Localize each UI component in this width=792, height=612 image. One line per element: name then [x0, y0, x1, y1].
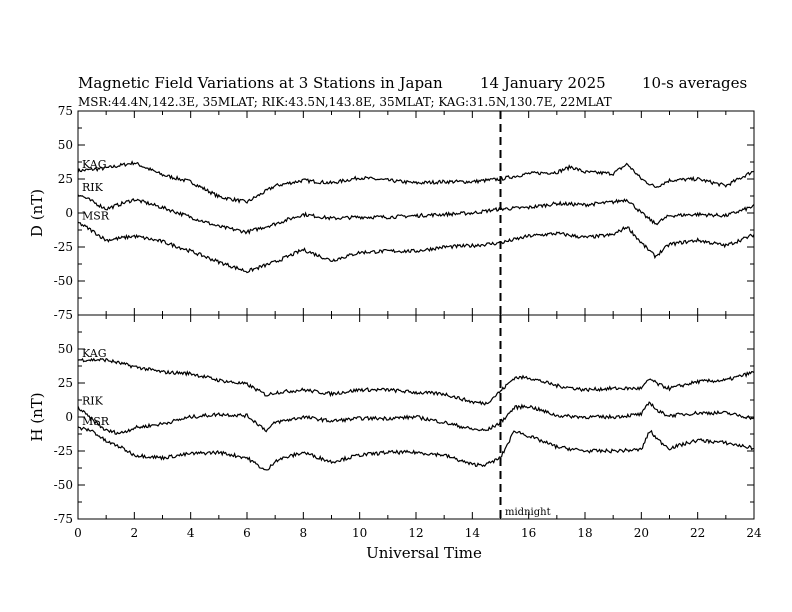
- panel-frame: [77, 110, 755, 316]
- x-tick-label: 22: [690, 526, 705, 540]
- chart-averaging-note: 10-s averages: [642, 74, 747, 92]
- station-list: MSR:44.4N,142.3E, 35MLAT; RIK:43.5N,143.…: [78, 95, 612, 109]
- series-label-kag: KAG: [82, 158, 107, 171]
- y-tick-label: -75: [54, 512, 73, 526]
- y-axis-label: D (nT): [28, 189, 46, 237]
- x-tick-label: 14: [465, 526, 481, 540]
- series-label-msr: MSR: [82, 415, 110, 428]
- x-tick-label: 6: [243, 526, 251, 540]
- x-tick-label: 16: [521, 526, 536, 540]
- series-line-rik: [77, 194, 755, 235]
- x-tick-label: 8: [300, 526, 308, 540]
- y-tick-label: 50: [58, 342, 73, 356]
- y-tick-label: -25: [54, 240, 73, 254]
- y-tick-label: 0: [65, 206, 73, 220]
- panel-declination: 75 50 25 0 -25 -50 -75 D (nT) KAG RIK MSR: [28, 104, 755, 322]
- x-tick-label: 4: [187, 526, 195, 540]
- y-tick-label: 75: [58, 104, 73, 118]
- y-tick-label: -25: [54, 444, 73, 458]
- y-tick-label: 0: [65, 410, 73, 424]
- chart-date: 14 January 2025: [480, 74, 606, 92]
- y-tick-label: 25: [58, 172, 73, 186]
- x-axis-label: Universal Time: [366, 544, 482, 562]
- chart-title: Magnetic Field Variations at 3 Stations …: [78, 74, 443, 92]
- y-tick-label: -75: [54, 308, 73, 322]
- x-tick-label: 12: [408, 526, 423, 540]
- x-tick-label: 20: [634, 526, 649, 540]
- y-tick-label: 25: [58, 376, 73, 390]
- series-line-msr: [77, 426, 754, 471]
- x-tick-label: 0: [74, 526, 82, 540]
- series-label-rik: RIK: [82, 394, 104, 407]
- series-label-rik: RIK: [82, 181, 104, 194]
- series-line-kag: [77, 160, 755, 204]
- y-tick-label: 50: [58, 138, 73, 152]
- midnight-annotation: midnight: [505, 507, 551, 518]
- series-label-msr: MSR: [82, 210, 110, 223]
- x-tick-label: 10: [352, 526, 367, 540]
- series-line-rik: [77, 401, 755, 435]
- x-tick-label: 18: [577, 526, 592, 540]
- x-tick-label: 24: [746, 526, 762, 540]
- series-line-msr: [77, 221, 755, 274]
- y-tick-label: -50: [54, 274, 73, 288]
- x-tick-label: 2: [131, 526, 139, 540]
- y-tick-label: -50: [54, 478, 73, 492]
- y-axis-label: H (nT): [28, 392, 46, 441]
- series-label-kag: KAG: [82, 347, 107, 360]
- series-line-kag: [77, 357, 755, 406]
